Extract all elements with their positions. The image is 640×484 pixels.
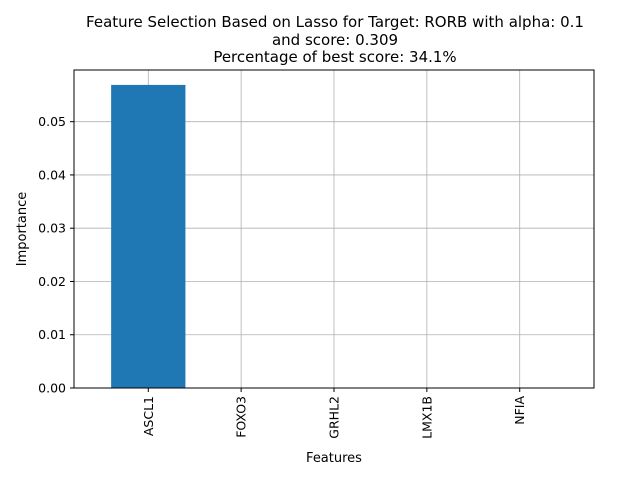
y-tick-label: 0.03: [38, 221, 66, 236]
x-tick-label: NFIA: [512, 396, 527, 425]
y-axis-ticks: 0.00 0.01 0.02 0.03 0.04 0.05: [38, 114, 74, 396]
x-axis-ticks: ASCL1 FOXO3 GRHL2 LMX1B NFIA: [141, 388, 527, 439]
y-tick-label: 0.05: [38, 114, 66, 129]
y-tick-label: 0.00: [38, 381, 66, 396]
chart-title-line-3: Percentage of best score: 34.1%: [213, 48, 456, 66]
y-tick-label: 0.01: [38, 327, 66, 342]
chart-title-line-1: Feature Selection Based on Lasso for Tar…: [86, 13, 584, 31]
x-axis-label: Features: [306, 451, 362, 466]
x-tick-label: LMX1B: [419, 396, 434, 439]
x-tick-label: GRHL2: [327, 396, 342, 439]
bars: [111, 84, 186, 388]
y-tick-label: 0.02: [38, 274, 66, 289]
bar-ascl1: [111, 84, 186, 388]
x-tick-label: FOXO3: [234, 396, 249, 438]
y-tick-label: 0.04: [38, 167, 66, 182]
y-axis-label: Importance: [15, 192, 30, 267]
chart-title: Feature Selection Based on Lasso for Tar…: [86, 13, 584, 66]
x-tick-label: ASCL1: [141, 396, 156, 436]
chart-title-line-2: and score: 0.309: [272, 31, 398, 49]
